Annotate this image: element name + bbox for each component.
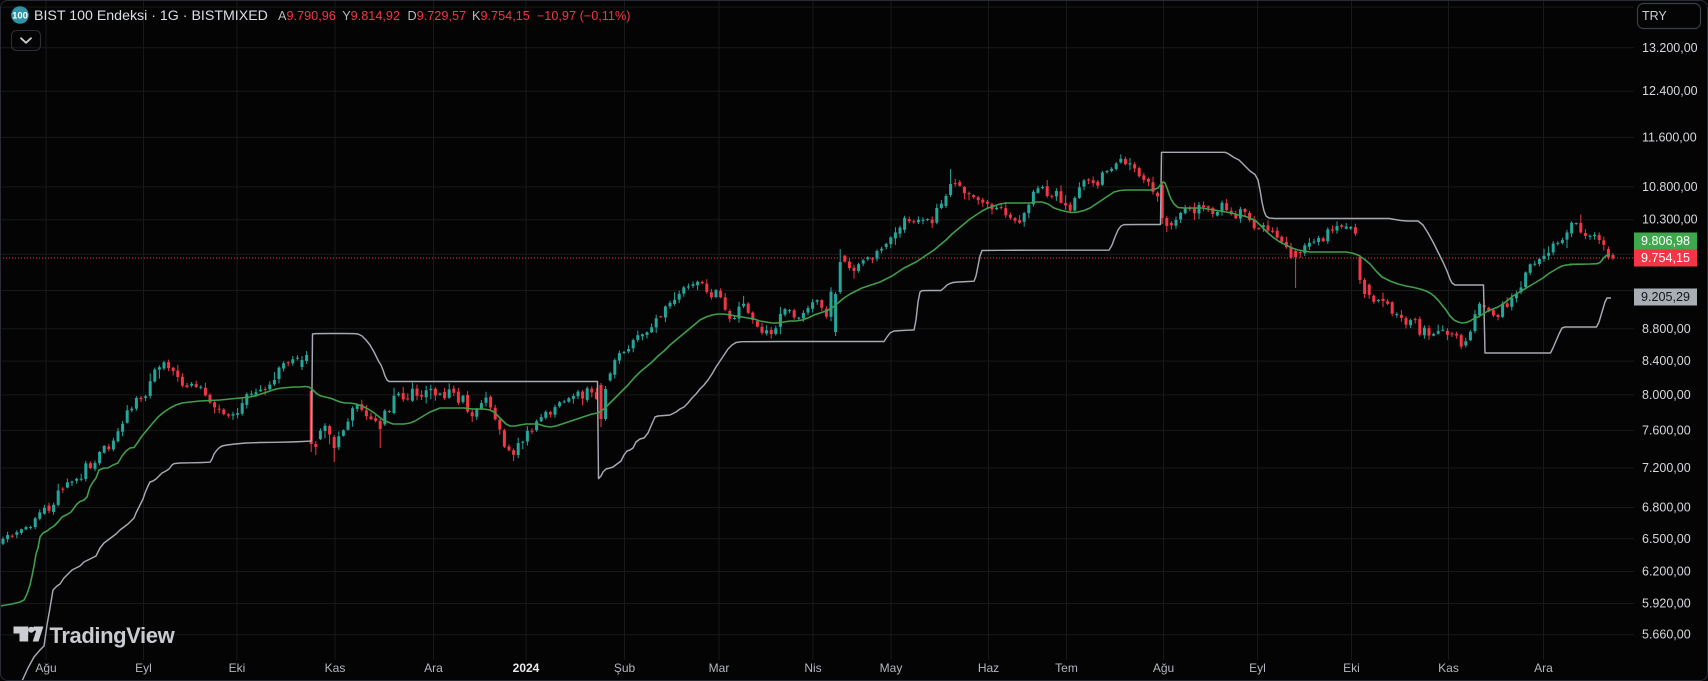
svg-text:10.800,00: 10.800,00 <box>1642 180 1698 194</box>
svg-text:7.200,00: 7.200,00 <box>1642 461 1691 475</box>
svg-text:May: May <box>880 661 903 675</box>
svg-text:7.600,00: 7.600,00 <box>1642 423 1691 437</box>
svg-text:Tem: Tem <box>1055 661 1078 675</box>
svg-text:TRY: TRY <box>1642 9 1667 23</box>
svg-text:11.600,00: 11.600,00 <box>1642 130 1697 144</box>
svg-text:8.400,00: 8.400,00 <box>1642 354 1691 368</box>
svg-text:13.200,00: 13.200,00 <box>1642 41 1698 55</box>
svg-text:5.920,00: 5.920,00 <box>1642 597 1691 611</box>
svg-text:Nis: Nis <box>804 661 821 675</box>
svg-text:100: 100 <box>12 11 28 22</box>
svg-text:Şub: Şub <box>614 661 636 675</box>
svg-text:K9.754,15: K9.754,15 <box>472 9 530 23</box>
svg-text:9.205,29: 9.205,29 <box>1641 290 1690 304</box>
svg-text:6.800,00: 6.800,00 <box>1642 501 1691 515</box>
svg-text:Ağu: Ağu <box>35 661 56 675</box>
svg-text:5.660,00: 5.660,00 <box>1642 628 1691 642</box>
svg-text:A9.790,96: A9.790,96 <box>278 9 336 23</box>
svg-text:−10,97 (−0,11%): −10,97 (−0,11%) <box>537 9 631 23</box>
svg-text:Ara: Ara <box>1534 661 1553 675</box>
svg-text:8.800,00: 8.800,00 <box>1642 322 1691 336</box>
svg-text:6.500,00: 6.500,00 <box>1642 532 1691 546</box>
svg-text:TradingView: TradingView <box>50 623 176 648</box>
svg-text:BIST 100 Endeksi · 1G · BISTMI: BIST 100 Endeksi · 1G · BISTMIXED <box>34 8 268 24</box>
svg-text:Eyl: Eyl <box>135 661 152 675</box>
svg-text:Haz: Haz <box>978 661 999 675</box>
svg-text:Ara: Ara <box>424 661 443 675</box>
svg-text:Eyl: Eyl <box>1249 661 1266 675</box>
svg-text:Y9.814,92: Y9.814,92 <box>342 9 400 23</box>
svg-text:Eki: Eki <box>1343 661 1360 675</box>
svg-text:Kas: Kas <box>325 661 346 675</box>
svg-text:Mar: Mar <box>709 661 730 675</box>
svg-text:Kas: Kas <box>1438 661 1459 675</box>
svg-text:6.200,00: 6.200,00 <box>1642 565 1691 579</box>
svg-text:9.806,98: 9.806,98 <box>1641 234 1690 248</box>
svg-text:9.754,15: 9.754,15 <box>1641 251 1690 265</box>
svg-text:8.000,00: 8.000,00 <box>1642 388 1691 402</box>
svg-text:10.300,00: 10.300,00 <box>1642 213 1698 227</box>
svg-text:D9.729,57: D9.729,57 <box>408 9 467 23</box>
svg-text:Eki: Eki <box>229 661 246 675</box>
svg-text:12.400,00: 12.400,00 <box>1642 84 1698 98</box>
svg-text:Ağu: Ağu <box>1153 661 1174 675</box>
svg-text:2024: 2024 <box>513 661 540 675</box>
